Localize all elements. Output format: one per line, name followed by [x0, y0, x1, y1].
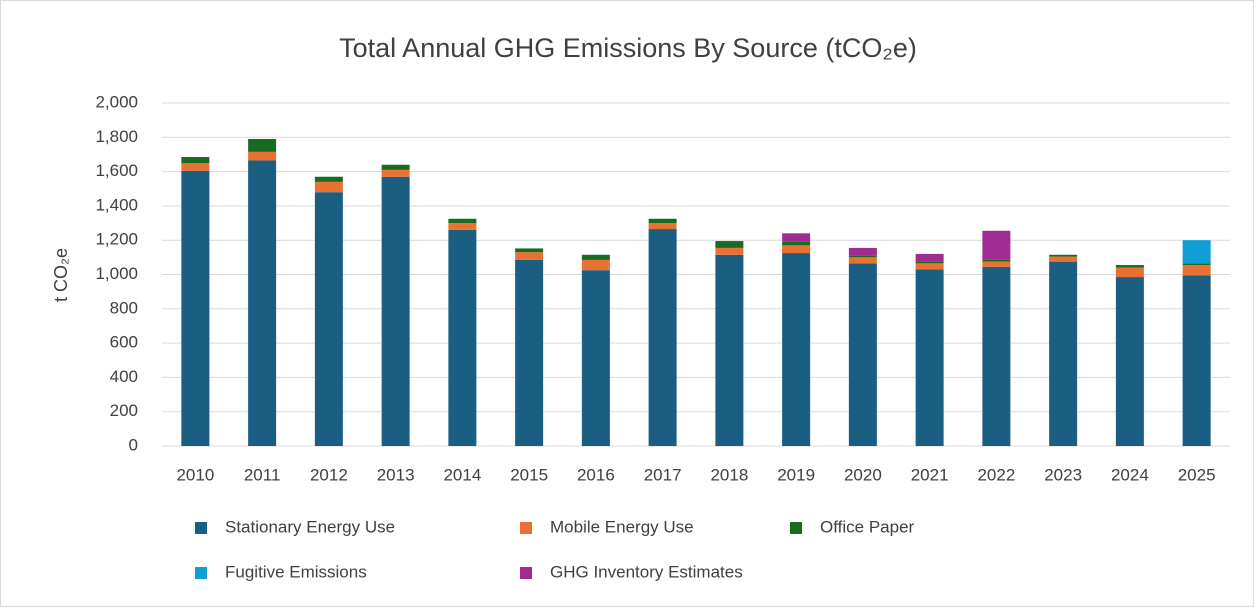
bar-segment: [581, 254, 610, 260]
bar-segment: [381, 169, 410, 177]
bar-segment: [915, 261, 944, 264]
bar-segment: [715, 254, 744, 446]
chart-title: Total Annual GHG Emissions By Source (tC…: [339, 33, 917, 63]
x-tick-label: 2024: [1111, 465, 1149, 484]
bar-segment: [782, 253, 811, 446]
bar-segment: [181, 157, 210, 164]
bar-segment: [848, 257, 877, 264]
y-tick-label: 1,400: [95, 195, 138, 214]
x-tick-label: 2013: [377, 465, 415, 484]
x-tick-label: 2023: [1044, 465, 1082, 484]
bar-segment: [181, 163, 210, 171]
legend-label: Office Paper: [820, 517, 915, 536]
bar-segment: [782, 241, 811, 246]
x-tick-label: 2015: [510, 465, 548, 484]
bar-segment: [715, 241, 744, 248]
x-tick-label: 2021: [911, 465, 949, 484]
y-tick-label: 1,000: [95, 264, 138, 283]
bar-segment: [248, 160, 277, 446]
bar-segment: [314, 192, 343, 446]
x-tick-label: 2010: [176, 465, 214, 484]
bar-segment: [448, 223, 477, 230]
y-tick-label: 600: [110, 333, 138, 352]
legend-swatch: [520, 522, 532, 534]
bar-segment: [1182, 265, 1211, 276]
bar-segment: [648, 218, 677, 224]
y-tick-label: 2,000: [95, 92, 138, 111]
bar-segment: [1182, 263, 1211, 266]
bar-segment: [648, 229, 677, 446]
bar-segment: [381, 164, 410, 170]
legend-label: Fugitive Emissions: [225, 562, 367, 581]
bar-segment: [982, 259, 1011, 262]
bar-segment: [915, 269, 944, 446]
y-tick-label: 0: [129, 435, 138, 454]
bar-segment: [581, 259, 610, 271]
bar-segment: [1115, 277, 1144, 446]
legend-label: Mobile Energy Use: [550, 517, 694, 536]
legend-swatch: [520, 567, 532, 579]
y-tick-label: 200: [110, 401, 138, 420]
bar-segment: [581, 270, 610, 446]
bar-segment: [915, 263, 944, 270]
bar-segment: [515, 259, 544, 446]
bar-segment: [1182, 275, 1211, 446]
bar-segment: [648, 223, 677, 230]
x-tick-label: 2020: [844, 465, 882, 484]
bar-segment: [848, 255, 877, 258]
y-tick-label: 1,800: [95, 127, 138, 146]
bar-segment: [314, 181, 343, 193]
bar-segment: [248, 151, 277, 161]
y-tick-label: 400: [110, 367, 138, 386]
legend-swatch: [195, 522, 207, 534]
x-tick-label: 2014: [443, 465, 481, 484]
bar-segment: [848, 263, 877, 446]
x-tick-label: 2019: [777, 465, 815, 484]
bar-segment: [448, 229, 477, 446]
bar-segment: [515, 248, 544, 253]
x-tick-label: 2022: [977, 465, 1015, 484]
bar-segment: [782, 233, 811, 242]
bar-segment: [515, 252, 544, 260]
bar-segment: [915, 253, 944, 262]
bar-segment: [1049, 261, 1078, 446]
bar-segment: [1049, 254, 1078, 257]
bar-segment: [982, 261, 1011, 267]
bar-segment: [848, 247, 877, 256]
bar-segment: [1115, 267, 1144, 278]
y-tick-label: 1,200: [95, 230, 138, 249]
bar-segment: [181, 170, 210, 446]
y-tick-label: 1,600: [95, 161, 138, 180]
legend-swatch: [790, 522, 802, 534]
bar-segment: [782, 245, 811, 254]
bar-segment: [1115, 265, 1144, 268]
legend-swatch: [195, 567, 207, 579]
x-tick-label: 2017: [644, 465, 682, 484]
bar-segment: [381, 176, 410, 446]
bar-segment: [314, 176, 343, 182]
x-tick-label: 2025: [1178, 465, 1216, 484]
bar-segment: [1182, 240, 1211, 264]
y-tick-label: 800: [110, 298, 138, 317]
bar-segment: [1049, 256, 1078, 262]
x-tick-label: 2012: [310, 465, 348, 484]
bar-segment: [982, 230, 1011, 260]
bar-segment: [448, 218, 477, 224]
x-tick-label: 2018: [710, 465, 748, 484]
bar-segment: [982, 266, 1011, 446]
bar-segment: [248, 139, 277, 152]
x-tick-label: 2016: [577, 465, 615, 484]
legend-label: GHG Inventory Estimates: [550, 562, 743, 581]
legend-label: Stationary Energy Use: [225, 517, 395, 536]
y-axis-label: t CO₂e: [51, 248, 71, 302]
bar-segment: [715, 247, 744, 255]
x-tick-label: 2011: [244, 465, 281, 484]
